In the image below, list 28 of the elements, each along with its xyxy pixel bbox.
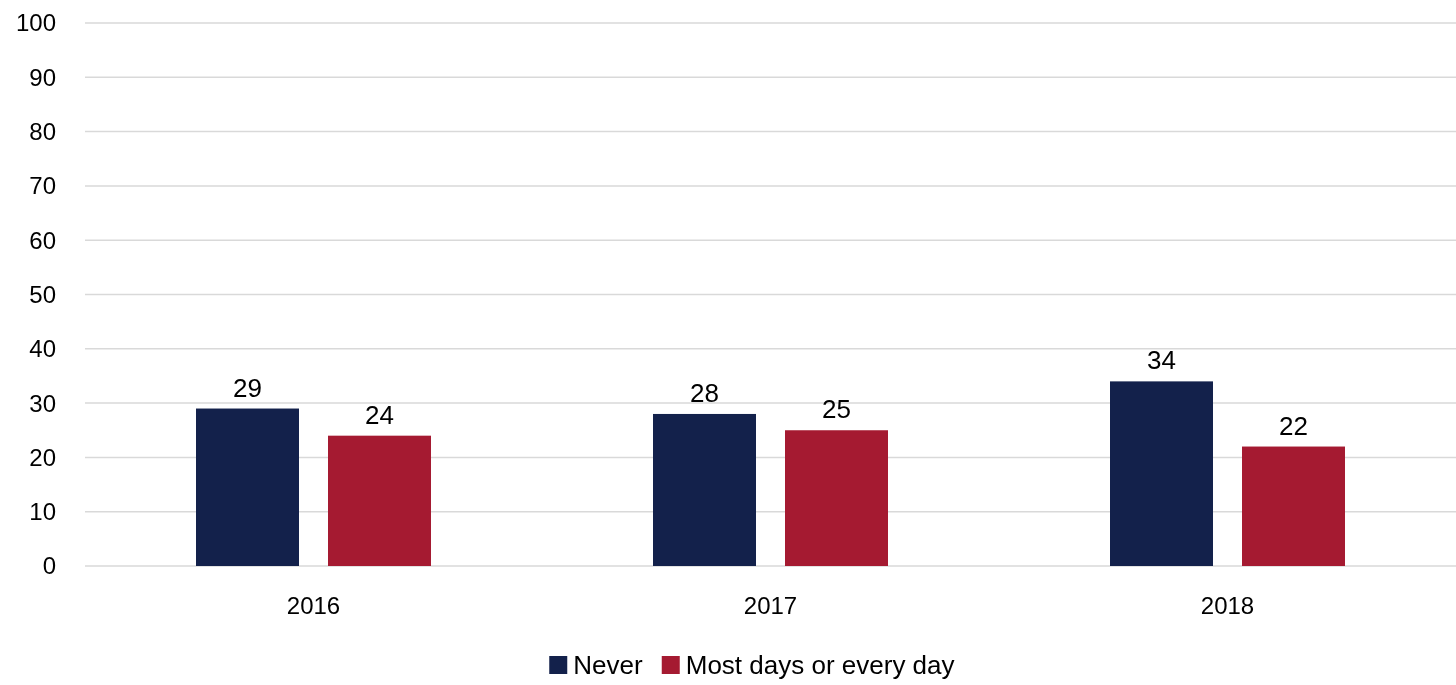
- data-label: 28: [690, 377, 719, 408]
- bar: [328, 435, 431, 566]
- legend-label: Never: [573, 650, 643, 681]
- x-tick-label: 2016: [286, 592, 341, 619]
- data-label: 24: [365, 399, 394, 430]
- data-label: 22: [1279, 410, 1308, 441]
- y-tick-label: 10: [29, 498, 56, 526]
- x-tick-label: 2017: [743, 592, 798, 619]
- data-label: 25: [822, 394, 851, 425]
- bar: [1110, 381, 1213, 566]
- x-tick-label: 2018: [1200, 592, 1255, 619]
- y-tick-label: 0: [42, 552, 56, 580]
- data-label: 34: [1147, 345, 1176, 376]
- y-tick-label: 90: [29, 63, 56, 91]
- y-tick-label: 80: [29, 118, 56, 145]
- bar: [1242, 446, 1345, 566]
- y-tick-label: 20: [29, 443, 56, 471]
- legend-label: Most days or every day: [685, 650, 955, 681]
- y-tick-label: 30: [29, 389, 56, 417]
- y-tick-label: 40: [29, 335, 56, 363]
- y-tick-label: 50: [29, 280, 56, 308]
- y-tick-label: 100: [15, 9, 56, 37]
- bar: [196, 408, 299, 566]
- bar: [653, 413, 756, 566]
- y-tick-label: 60: [29, 226, 56, 254]
- y-tick-label: 70: [29, 172, 56, 200]
- data-label: 29: [233, 372, 262, 403]
- bar: [785, 430, 888, 566]
